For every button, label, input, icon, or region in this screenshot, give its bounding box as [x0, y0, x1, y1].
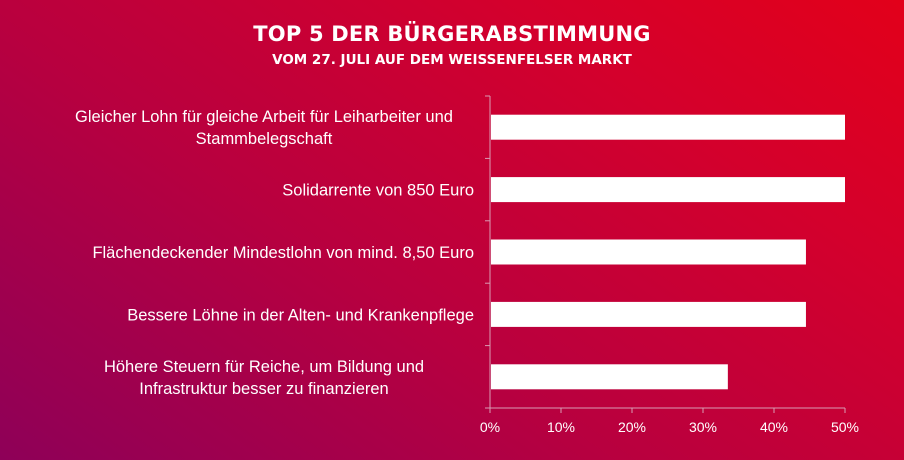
- category-label-line: Höhere Steuern für Reiche, um Bildung un…: [104, 358, 424, 376]
- chart-subtitle: VOM 27. JULI AUF DEM WEISSENFELSER MARKT: [272, 52, 632, 68]
- category-label-line: Infrastruktur besser zu finanzieren: [139, 380, 388, 398]
- category-label: Gleicher Lohn für gleiche Arbeit für Lei…: [75, 108, 453, 148]
- category-label: Bessere Löhne in der Alten- und Krankenp…: [127, 306, 474, 324]
- category-label: Flächendeckender Mindestlohn von mind. 8…: [92, 244, 474, 262]
- x-tick-label: 10%: [547, 419, 575, 435]
- x-tick-label: 40%: [760, 419, 788, 435]
- bar: [491, 301, 806, 327]
- category-label-line: Stammbelegschaft: [196, 130, 333, 148]
- category-label: Höhere Steuern für Reiche, um Bildung un…: [104, 358, 424, 398]
- category-label-line: Bessere Löhne in der Alten- und Krankenp…: [127, 306, 474, 324]
- x-tick-label: 0%: [480, 419, 500, 435]
- bar: [491, 114, 845, 140]
- x-tick-label: 30%: [689, 419, 717, 435]
- category-label-line: Solidarrente von 850 Euro: [282, 182, 474, 200]
- category-label-line: Flächendeckender Mindestlohn von mind. 8…: [92, 244, 474, 262]
- chart-title: TOP 5 DER BÜRGERABSTIMMUNG: [253, 22, 651, 46]
- bar: [491, 364, 728, 390]
- bar: [491, 177, 845, 203]
- x-tick-label: 50%: [831, 419, 859, 435]
- category-label-line: Gleicher Lohn für gleiche Arbeit für Lei…: [75, 108, 453, 126]
- x-tick-label: 20%: [618, 419, 646, 435]
- category-label: Solidarrente von 850 Euro: [282, 182, 474, 200]
- bar: [491, 239, 806, 265]
